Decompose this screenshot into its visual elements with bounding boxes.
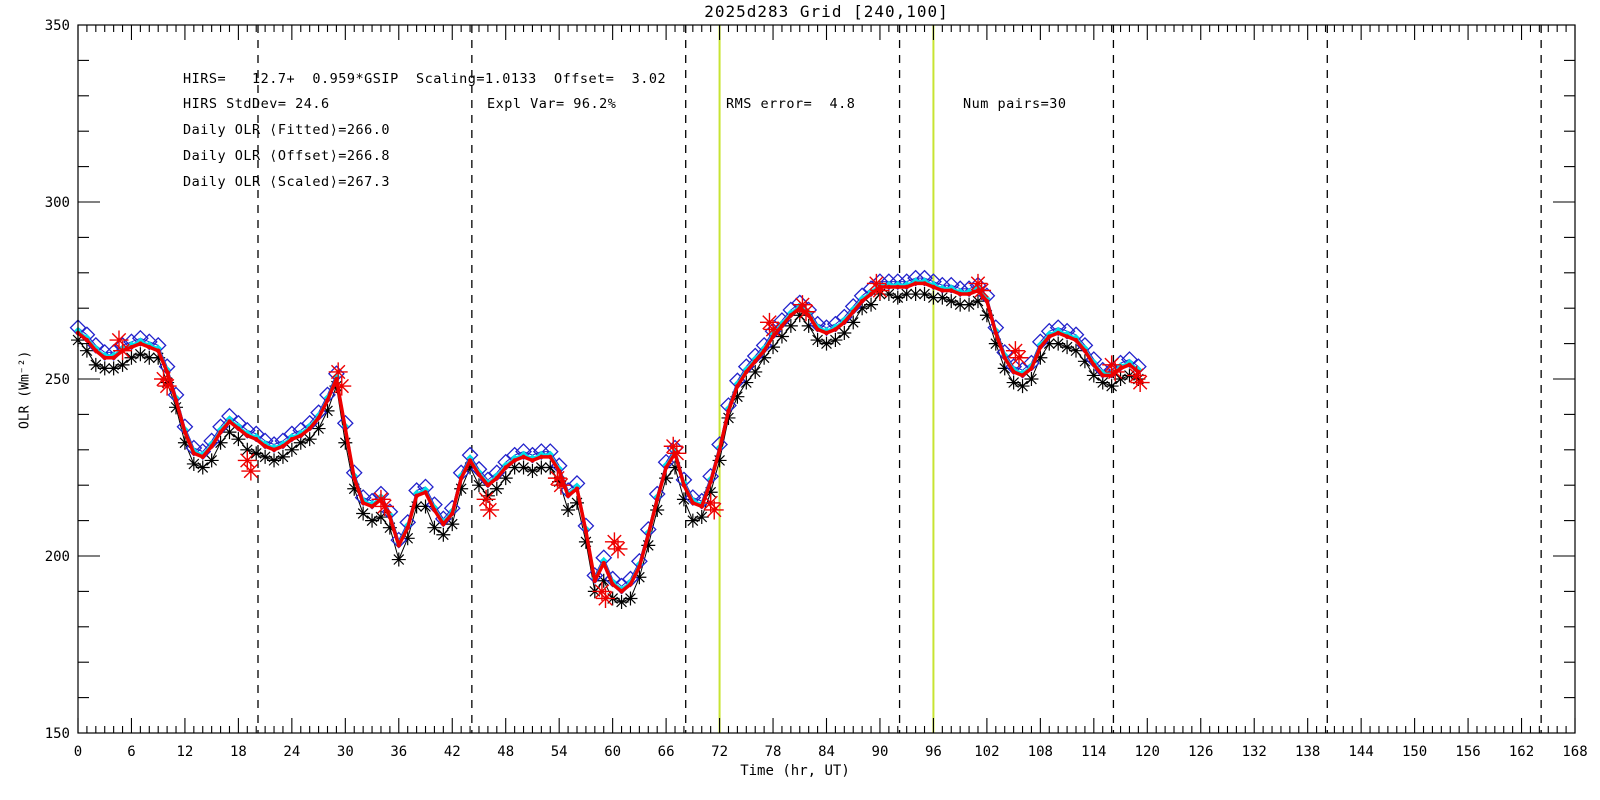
x-tick-label: 168	[1562, 744, 1587, 760]
x-tick-label: 90	[872, 744, 889, 760]
series-hirs_pairs_red	[109, 273, 1150, 608]
x-tick-label: 132	[1242, 744, 1267, 760]
x-tick-label: 48	[497, 744, 514, 760]
annotation-daily-olr-fitted: Daily OLR ⟨Fitted⟩=266.0	[183, 122, 391, 138]
x-tick-label: 84	[818, 744, 835, 760]
overpass-solid-lines	[718, 25, 935, 733]
y-tick-label: 350	[45, 18, 70, 34]
x-tick-label: 24	[283, 744, 300, 760]
series-hirs_black	[71, 287, 1146, 610]
series-fitted_red	[75, 281, 1141, 594]
x-tick-label: 72	[711, 744, 728, 760]
x-tick-label: 126	[1188, 744, 1213, 760]
x-axis-title: Time (hr, UT)	[740, 763, 850, 779]
y-tick-label: 200	[45, 549, 70, 565]
x-tick-label: 156	[1455, 744, 1480, 760]
annotation-daily-olr-offset: Daily OLR ⟨Offset⟩=266.8	[183, 148, 391, 164]
y-axis-ticks	[78, 24, 1575, 734]
y-axis-title: OLR (Wm⁻²)	[17, 350, 33, 430]
x-tick-label: 144	[1348, 744, 1373, 760]
x-tick-label: 78	[765, 744, 782, 760]
annotation-rms-error: RMS error= 4.8	[726, 96, 856, 112]
annotation-fit-equation: HIRS= 12.7+ 0.959*GSIP Scaling=1.0133 Of…	[183, 71, 667, 87]
x-tick-label: 120	[1135, 744, 1160, 760]
x-tick-label: 6	[127, 744, 135, 760]
x-tick-label: 108	[1028, 744, 1053, 760]
x-tick-label: 30	[337, 744, 354, 760]
x-tick-label: 36	[390, 744, 407, 760]
annotation-expl-var: Expl Var= 96.2%	[487, 96, 617, 112]
x-tick-label: 150	[1402, 744, 1427, 760]
annotation-hirs-stddev: HIRS StdDev= 24.6	[183, 96, 330, 112]
x-tick-label: 138	[1295, 744, 1320, 760]
plot-title: 2025d283 Grid [240,100]	[704, 2, 949, 21]
y-axis-tick-labels: 150 200 250 300 350	[45, 18, 70, 742]
x-tick-label: 0	[74, 744, 82, 760]
x-axis-tick-labels: 0 6 12 18 24 30 36 42 48 54 60 66 72 78 84 90 96 102 108 11…	[74, 744, 1588, 760]
x-tick-label: 114	[1081, 744, 1106, 760]
x-tick-label: 60	[604, 744, 621, 760]
x-tick-label: 54	[551, 744, 568, 760]
x-tick-label: 96	[925, 744, 942, 760]
y-tick-label: 250	[45, 372, 70, 388]
annotation-daily-olr-scaled: Daily OLR ⟨Scaled⟩=267.3	[183, 174, 391, 190]
x-tick-label: 18	[230, 744, 247, 760]
x-tick-label: 42	[444, 744, 461, 760]
y-tick-label: 300	[45, 195, 70, 211]
x-tick-label: 102	[974, 744, 999, 760]
x-tick-label: 162	[1509, 744, 1534, 760]
x-tick-label: 66	[658, 744, 675, 760]
day-boundary-dashed-lines	[257, 25, 1542, 733]
x-tick-label: 12	[176, 744, 193, 760]
y-tick-label: 150	[45, 726, 70, 742]
x-axis-ticks	[77, 25, 1576, 733]
annotation-num-pairs: Num pairs=30	[963, 96, 1067, 112]
